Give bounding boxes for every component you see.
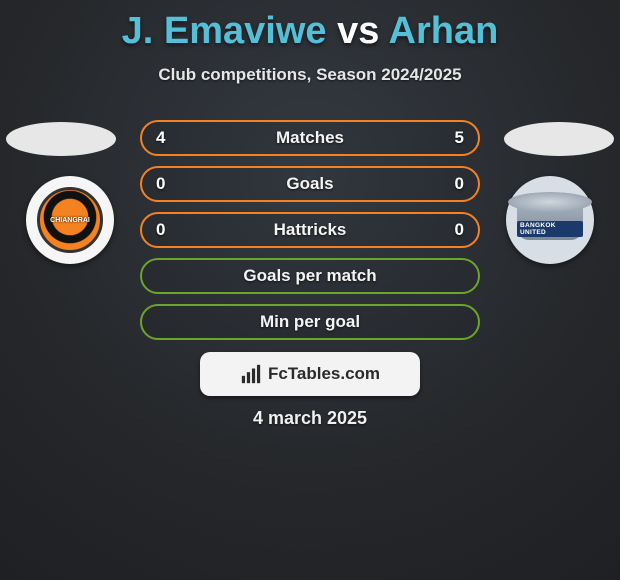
club-badge-right: BANGKOK UNITED — [506, 176, 594, 264]
stat-row: 0Hattricks0 — [140, 212, 480, 248]
wings-icon — [508, 192, 592, 212]
page-title: J. Emaviwe vs Arhan — [0, 0, 620, 53]
player1-name: J. Emaviwe — [122, 10, 327, 52]
stat-label: Matches — [176, 128, 444, 148]
stat-label: Goals — [176, 174, 444, 194]
stat-row: Min per goal — [140, 304, 480, 340]
chiangrai-crest-icon: CHIANGRAI — [37, 187, 103, 253]
stat-row: Goals per match — [140, 258, 480, 294]
club-badge-left-label: CHIANGRAI — [50, 217, 90, 224]
bangkok-united-crest-icon: BANGKOK UNITED — [517, 200, 583, 240]
stat-right-value: 5 — [444, 128, 464, 148]
stat-right-value: 0 — [444, 220, 464, 240]
stat-label: Hattricks — [176, 220, 444, 240]
footer-date: 4 march 2025 — [0, 408, 620, 429]
stat-right-value: 0 — [444, 174, 464, 194]
stat-left-value: 4 — [156, 128, 176, 148]
vs-text: vs — [337, 10, 379, 52]
left-shadow-ellipse — [6, 122, 116, 156]
stat-row: 0Goals0 — [140, 166, 480, 202]
subtitle: Club competitions, Season 2024/2025 — [0, 65, 620, 85]
right-shadow-ellipse — [504, 122, 614, 156]
stat-left-value: 0 — [156, 174, 176, 194]
club-badge-right-label: BANGKOK UNITED — [517, 221, 583, 237]
stat-label: Min per goal — [176, 312, 444, 332]
stat-label: Goals per match — [176, 266, 444, 286]
brand-badge: FcTables.com — [200, 352, 420, 396]
bar-chart-icon — [240, 363, 262, 385]
stats-table: 4Matches50Goals00Hattricks0Goals per mat… — [140, 120, 480, 350]
stat-left-value: 0 — [156, 220, 176, 240]
brand-text: FcTables.com — [268, 364, 380, 384]
club-badge-left: CHIANGRAI — [26, 176, 114, 264]
infographic-root: J. Emaviwe vs Arhan Club competitions, S… — [0, 0, 620, 580]
stat-row: 4Matches5 — [140, 120, 480, 156]
player2-name: Arhan — [389, 10, 499, 52]
